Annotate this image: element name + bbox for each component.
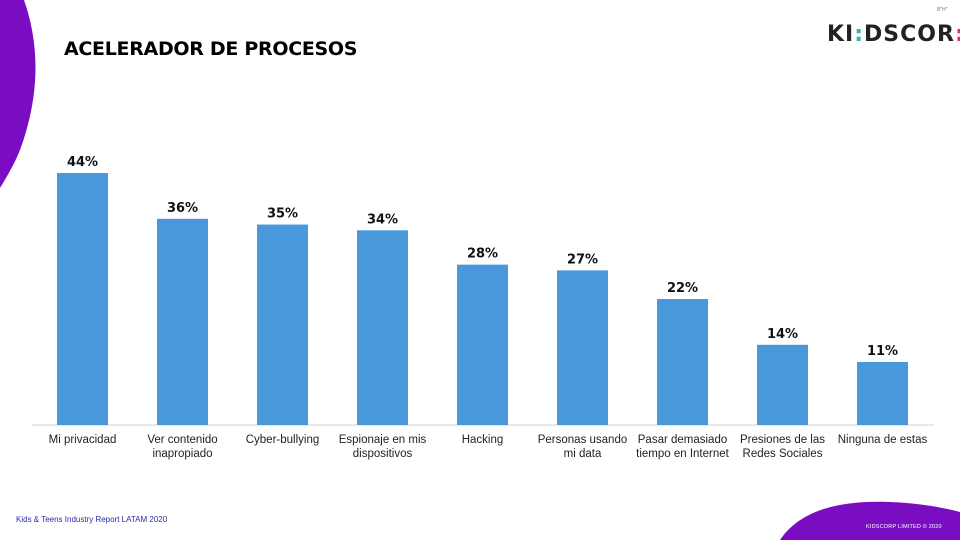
bar [457,264,508,425]
bar [57,173,108,425]
copyright-footer: KIDSCORP LIMITED © 2020 [866,524,942,530]
bar [257,224,308,425]
decorative-purple-shape-top-left [0,0,36,188]
kidscorp-logo: KI:DSCOR:P [827,22,960,47]
data-label: 28% [467,247,498,262]
category-label: Presiones de las Redes Sociales [739,434,826,460]
decorative-purple-shape-bottom-right [780,501,960,540]
bar [157,218,208,425]
category-label: Cyber-bullying [245,434,320,446]
bar [357,230,408,425]
bar [857,362,908,425]
category-label: Hacking [461,434,504,446]
corner-mark: B"H" [937,7,948,13]
data-label: 14% [767,327,798,342]
data-label: 34% [367,212,398,227]
page-title: ACELERADOR DE PROCESOS [64,38,358,60]
bar [657,299,708,425]
bar [557,270,608,425]
category-label: Pasar demasiado tiempo en Internet [636,434,729,460]
category-label: Personas usando mi data [537,434,628,460]
data-label: 36% [167,201,198,216]
category-label: Ver contenido inapropiado [147,434,218,460]
data-label: 44% [67,155,98,170]
data-label: 35% [267,207,298,222]
data-label: 27% [567,252,598,267]
data-label: 11% [867,344,898,359]
category-label: Espionaje en mis dispositivos [338,434,427,460]
bar [757,344,808,425]
data-label: 22% [667,281,698,296]
source-footer: Kids & Teens Industry Report LATAM 2020 [16,515,168,524]
category-label: Mi privacidad [48,434,117,446]
category-label: Ninguna de estas [837,434,928,446]
